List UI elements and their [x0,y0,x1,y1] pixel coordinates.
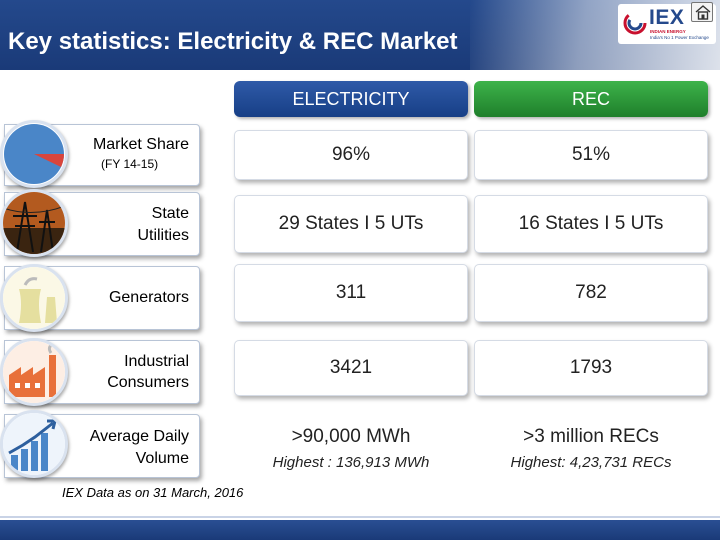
title-bar: Key statistics: Electricity & REC Market [0,0,720,70]
data-source-footnote: IEX Data as on 31 March, 2016 [62,485,244,500]
power-plant-icon [0,264,68,332]
home-button[interactable] [691,2,713,22]
rec-industrial-consumers-value: 1793 [569,357,613,378]
electricity-market-share-value: 96% [331,144,371,165]
page-title: Key statistics: Electricity & REC Market [8,28,458,55]
row-label-line1: State [151,205,189,222]
electricity-industrial-consumers-value: 3421 [329,357,373,378]
factory-icon [0,338,68,406]
electricity-generators-value: 311 [335,282,367,303]
row-sublabel: (FY 14-15) [101,157,159,171]
rec-highest-volume-note: Highest: 4,23,731 RECs [510,453,672,471]
row-label-line2: Utilities [137,227,189,244]
rec-state-utilities-cell: 16 States I 5 UTs [474,195,708,253]
electricity-average-daily-volume-cell: >90,000 MWh Highest : 136,913 MWh [234,412,468,484]
pie-chart-icon [0,120,68,188]
rec-state-utilities-value: 16 States I 5 UTs [518,213,664,234]
logo-swirl-icon [623,11,647,35]
rec-industrial-consumers-cell: 1793 [474,340,708,396]
rec-generators-value: 782 [575,282,607,303]
electricity-column-header: ELECTRICITY [234,81,468,117]
rec-market-share-cell: 51% [474,130,708,180]
home-icon [695,5,711,20]
rec-average-daily-volume-cell: >3 million RECs Highest: 4,23,731 RECs [474,412,708,484]
logo-tagline-1: INDIAN ENERGY [650,29,686,34]
electricity-industrial-consumers-cell: 3421 [234,340,468,396]
footer-divider [0,516,720,518]
row-label-line2: Consumers [107,374,189,391]
electricity-highest-volume-note: Highest : 136,913 MWh [272,453,430,471]
row-label-line1: Average Daily [89,428,189,445]
power-lines-icon [0,189,68,257]
row-label-text: Market Share [92,136,189,153]
electricity-state-utilities-value: 29 States I 5 UTs [278,213,424,234]
electricity-state-utilities-cell: 29 States I 5 UTs [234,195,468,253]
row-label-line1: Industrial [124,353,189,370]
rec-average-daily-volume-value: >3 million RECs [523,425,659,447]
row-label-text: Generators [108,289,189,306]
rec-column-header: REC [474,81,708,117]
electricity-average-daily-volume-value: >90,000 MWh [291,425,411,447]
electricity-generators-cell: 311 [234,264,468,322]
rec-market-share-value: 51% [571,144,611,165]
logo-wordmark: IEX [649,6,685,29]
rec-generators-cell: 782 [474,264,708,322]
footer-bar [0,520,720,540]
row-label-line2: Volume [135,450,189,467]
logo-tagline-2: India's No 1 Power Exchange [650,35,709,40]
bar-growth-icon [0,410,68,478]
electricity-market-share-cell: 96% [234,130,468,180]
